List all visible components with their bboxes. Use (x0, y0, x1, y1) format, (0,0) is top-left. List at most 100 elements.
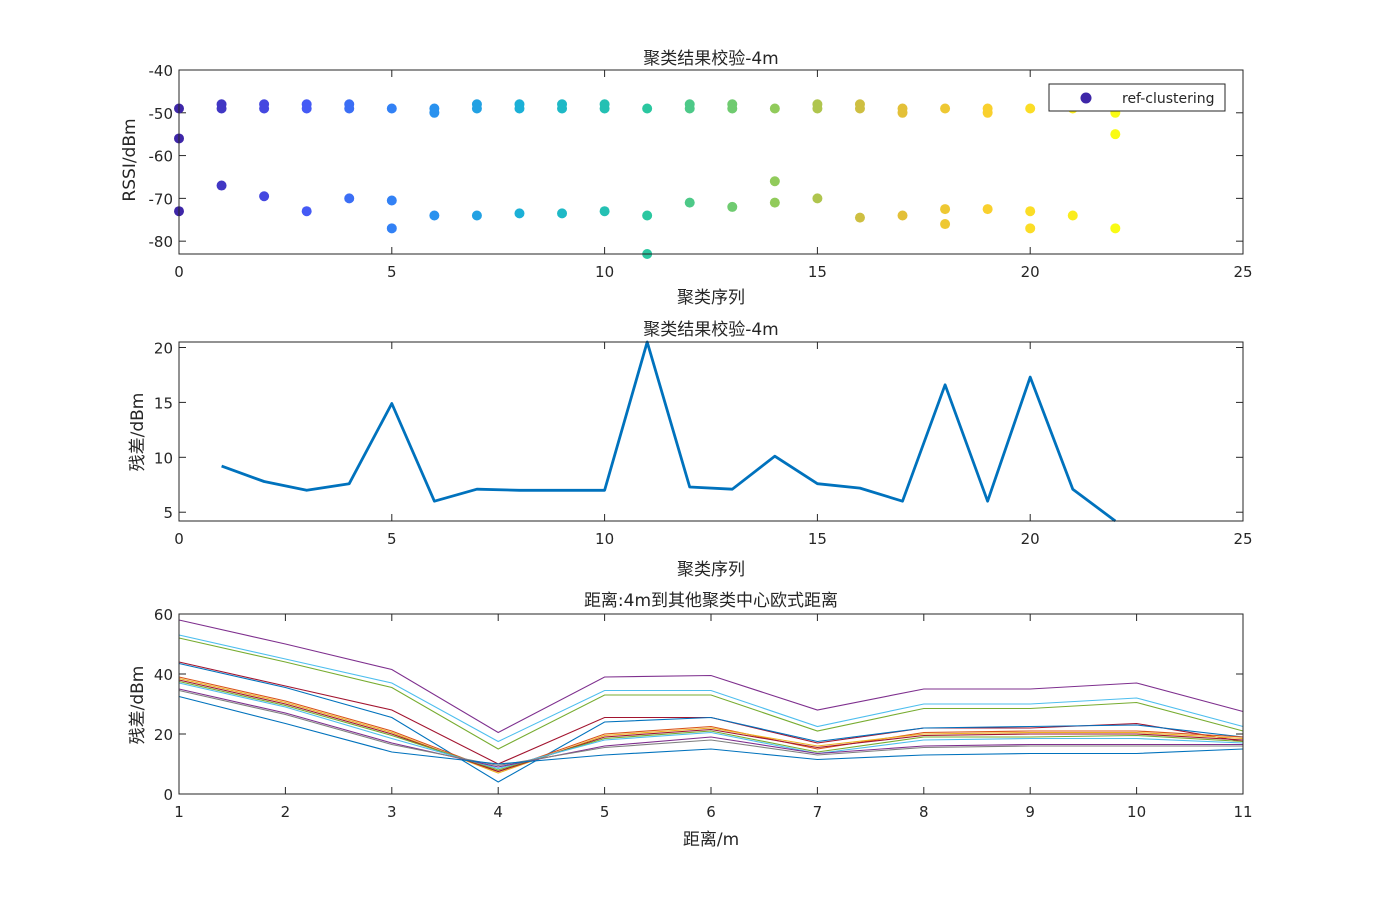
scatter-point (216, 103, 227, 114)
scatter-point (940, 103, 951, 114)
scatter-point (259, 103, 270, 114)
distance-series-line (178, 689, 1243, 767)
scatter-point (386, 103, 397, 114)
scatter-point (684, 103, 695, 114)
scatter-point (514, 103, 525, 114)
distance-x-tick-label: 6 (706, 803, 716, 821)
scatter-point (344, 103, 355, 114)
residual-x-tick-label: 0 (174, 530, 184, 548)
scatter-point (429, 210, 440, 221)
scatter-point (344, 193, 355, 204)
scatter-point (429, 107, 440, 118)
scatter-point (471, 210, 482, 221)
scatter-point (940, 204, 951, 215)
scatter-x-tick-label: 10 (595, 263, 614, 281)
distance-x-ticks: 1 2 3 4 5 6 7 8 9 10 11 (174, 614, 1253, 821)
scatter-point (769, 197, 780, 208)
distance-y-tick-label: 0 (163, 786, 173, 804)
distance-y-tick-label: 60 (154, 606, 173, 624)
scatter-x-ticks: 0 5 10 15 20 25 (174, 70, 1253, 281)
scatter-point (1110, 223, 1121, 234)
scatter-y-label: RSSI/dBm (120, 118, 140, 201)
legend-marker (1080, 92, 1092, 104)
distance-x-tick-label: 11 (1233, 803, 1252, 821)
scatter-point (599, 206, 610, 217)
distance-series-line (178, 637, 1244, 750)
scatter-point (1025, 223, 1036, 234)
scatter-point (1067, 210, 1078, 221)
distance-y-tick-label: 40 (154, 666, 173, 684)
residual-y-tick-label: 5 (163, 504, 173, 522)
distance-series-line (178, 688, 1243, 768)
scatter-point (854, 103, 865, 114)
scatter-point (599, 103, 610, 114)
scatter-point (1025, 206, 1036, 217)
scatter-point (471, 103, 482, 114)
residual-y-label: 残差/dBm (128, 393, 148, 472)
scatter-x-label: 聚类序列 (677, 288, 745, 308)
scatter-point (897, 107, 908, 118)
distance-series-line (178, 679, 1244, 773)
residual-x-label: 聚类序列 (677, 560, 745, 580)
scatter-point (642, 103, 653, 114)
distance-x-tick-label: 7 (813, 803, 823, 821)
distance-y-label: 残差/dBm (128, 666, 148, 745)
legend-box (1048, 83, 1226, 112)
scatter-axes-box (178, 69, 1244, 255)
scatter-point (982, 107, 993, 118)
scatter-point (557, 103, 568, 114)
scatter-y-tick-label: -40 (149, 62, 174, 80)
scatter-point (727, 103, 738, 114)
distance-series-line (178, 682, 1244, 770)
scatter-point (812, 193, 823, 204)
residual-x-tick-label: 25 (1233, 530, 1252, 548)
residual-y-tick-label: 10 (154, 449, 173, 467)
scatter-axes: 聚类结果校验-4m 聚类序列 RSSI/dBm 0 5 10 15 20 25 -40 -5… (120, 49, 1253, 308)
scatter-point (1025, 103, 1036, 114)
scatter-y-tick-label: -50 (149, 105, 174, 123)
residual-x-tick-label: 5 (387, 530, 397, 548)
scatter-point (216, 180, 227, 191)
scatter-y-tick-label: -60 (149, 148, 174, 166)
scatter-point (514, 208, 525, 219)
scatter-point (982, 204, 993, 215)
scatter-point (812, 103, 823, 114)
scatter-title: 聚类结果校验-4m (643, 49, 779, 69)
scatter-x-tick-label: 0 (174, 263, 184, 281)
distance-x-tick-label: 10 (1127, 803, 1146, 821)
distance-series-line (178, 676, 1244, 773)
scatter-y-ticks: -40 -50 -60 -70 -80 (149, 62, 1243, 251)
residual-x-ticks: 0 5 10 15 20 25 (174, 342, 1253, 548)
distance-x-tick-label: 2 (281, 803, 291, 821)
scatter-point (684, 197, 695, 208)
distance-x-label: 距离/m (683, 830, 739, 850)
scatter-y-tick-label: -70 (149, 190, 174, 208)
scatter-point (642, 210, 653, 221)
distance-x-tick-label: 4 (493, 803, 503, 821)
distance-x-tick-label: 3 (387, 803, 397, 821)
residual-x-tick-label: 10 (595, 530, 614, 548)
scatter-point (386, 195, 397, 206)
distance-series-line (178, 662, 1244, 783)
distance-y-tick-label: 20 (154, 726, 173, 744)
distance-series-line (178, 619, 1244, 734)
distance-lines (178, 619, 1244, 783)
distance-y-ticks: 0 20 40 60 (154, 606, 1243, 804)
scatter-point (259, 191, 270, 202)
scatter-point (897, 210, 908, 221)
scatter-point (854, 212, 865, 223)
distance-axes: 距离:4m到其他聚类中心欧式距离 距离/m 残差/dBm 1 2 3 4 5 6 7 8 9 10… (128, 591, 1253, 850)
scatter-point (301, 206, 312, 217)
scatter-x-tick-label: 5 (387, 263, 397, 281)
distance-title: 距离:4m到其他聚类中心欧式距离 (584, 591, 838, 611)
scatter-x-tick-label: 15 (808, 263, 827, 281)
distance-x-tick-label: 5 (600, 803, 610, 821)
distance-axes-box (178, 613, 1244, 795)
scatter-x-tick-label: 20 (1021, 263, 1040, 281)
scatter-point (769, 103, 780, 114)
distance-series-line (178, 634, 1244, 743)
scatter-points (174, 99, 1121, 259)
distance-series-line (178, 695, 1244, 765)
distance-x-tick-label: 9 (1025, 803, 1035, 821)
